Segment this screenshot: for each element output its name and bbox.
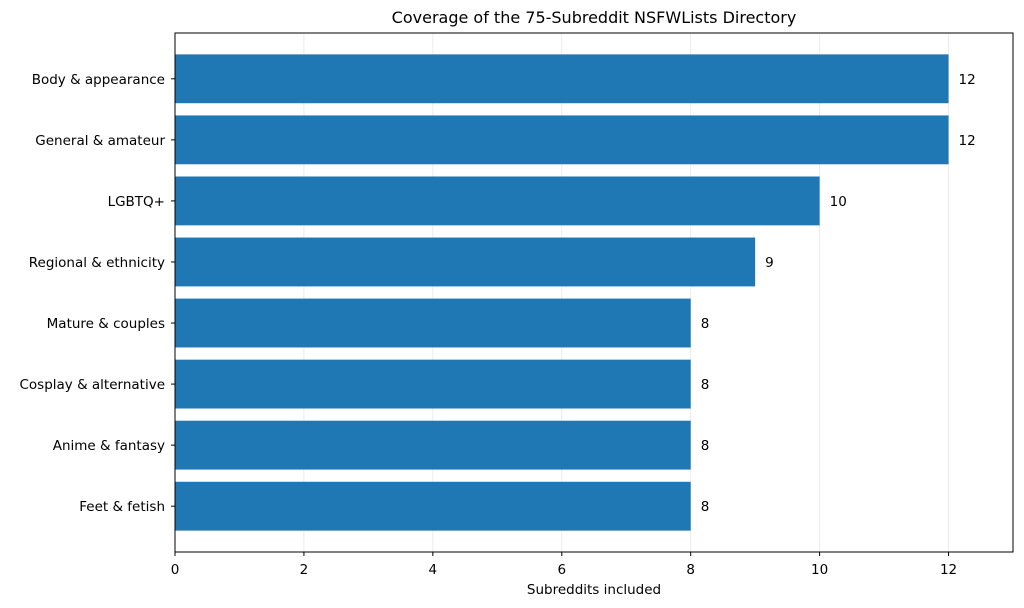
value-label: 8 [701,377,710,393]
x-tick-label: 4 [429,562,438,578]
value-label: 8 [701,438,710,454]
x-tick-label: 2 [300,562,309,578]
category-label: Anime & fantasy [53,438,165,454]
value-labels: 12 12 10 9 8 8 8 8 [701,72,976,515]
gridlines [174,33,949,552]
bar [175,298,691,348]
value-label: 12 [959,72,976,88]
x-axis-title: Subreddits included [527,582,661,598]
bar [175,176,820,226]
bar [175,420,691,470]
x-tick-label: 10 [811,562,828,578]
bar [175,359,691,409]
x-tick-label: 8 [686,562,695,578]
category-labels: Body & appearance General & amateur LGBTQ+… [19,72,175,515]
category-label: Regional & ethnicity [29,255,165,271]
chart-title: Coverage of the 75-Subreddit NSFWLists D… [392,8,797,27]
category-label: Body & appearance [32,72,165,88]
category-label: Mature & couples [47,316,165,332]
category-label: Feet & fetish [79,499,165,515]
value-label: 9 [765,255,774,271]
bar [175,54,949,104]
category-label: LGBTQ+ [108,194,165,210]
value-label: 10 [830,194,847,210]
bar [175,481,691,531]
value-label: 12 [959,133,976,149]
x-tick-label: 0 [171,562,180,578]
bar [175,237,756,287]
x-tick-label: 12 [940,562,957,578]
x-axis-ticks: 0 2 4 6 8 10 12 [171,552,957,578]
plot-frame [174,32,1014,553]
category-label: Cosplay & alternative [19,377,165,393]
category-label: General & amateur [35,133,165,149]
value-label: 8 [701,499,710,515]
bar [175,115,949,165]
x-tick-label: 6 [557,562,566,578]
bars [175,54,949,531]
value-label: 8 [701,316,710,332]
plot-border [174,32,1014,553]
